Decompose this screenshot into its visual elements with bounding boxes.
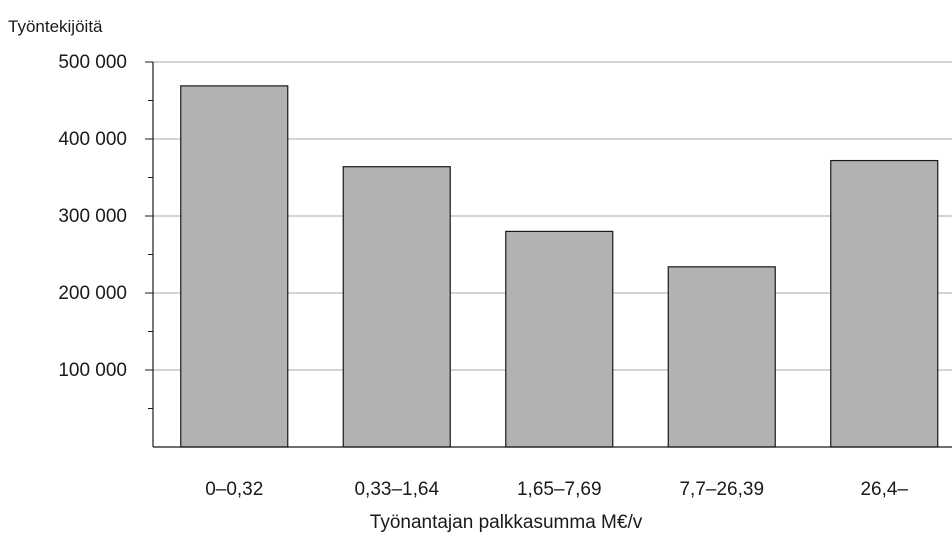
x-tick-label: 0,33–1,64	[354, 479, 439, 500]
bar	[667, 266, 776, 448]
bar	[342, 166, 451, 448]
y-tick-label: 100 000	[58, 360, 127, 381]
bar	[830, 159, 939, 448]
x-axis-title: Työnantajan palkkasumma M€/v	[369, 512, 643, 533]
y-tick-label: 400 000	[58, 129, 127, 150]
y-tick-label: 300 000	[58, 206, 127, 227]
bar	[180, 85, 289, 448]
x-tick-label: 0–0,32	[205, 479, 263, 500]
x-tick-label: 26,4–	[860, 479, 908, 500]
y-axis	[145, 61, 952, 448]
tick-labels: 100 000 200 000 300 000 400 000 500 000 0–0,3…	[58, 52, 908, 500]
y-axis-title: Työntekijöitä	[8, 17, 103, 36]
bar-chart: 100 000 200 000 300 000 400 000 500 000 0–0,3…	[58, 52, 952, 500]
y-tick-label: 200 000	[58, 283, 127, 304]
x-tick-label: 7,7–26,39	[679, 479, 764, 500]
bar	[505, 230, 614, 448]
bars	[180, 85, 939, 448]
x-tick-label: 1,65–7,69	[517, 479, 602, 500]
y-tick-label: 500 000	[58, 52, 127, 73]
